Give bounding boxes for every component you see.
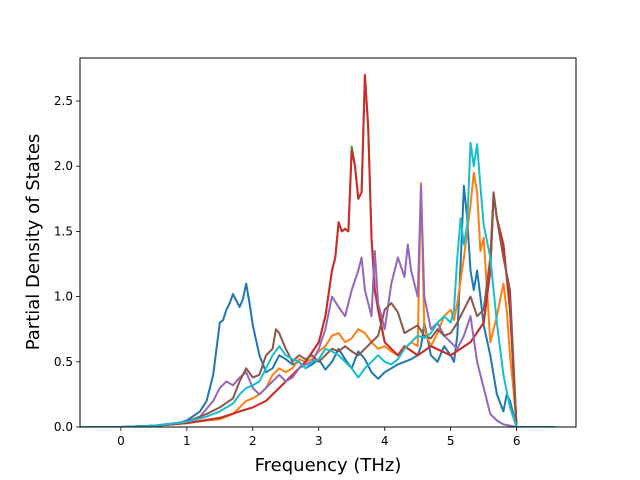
series-line-4	[80, 74, 557, 427]
series-layer	[80, 74, 557, 427]
x-tick-label: 2	[249, 434, 257, 448]
series-line-7	[80, 141, 557, 427]
x-tick-label: 4	[381, 434, 389, 448]
series-line-2	[80, 171, 557, 427]
series-line-5	[80, 184, 557, 427]
y-axis-label: Partial Density of States	[23, 134, 44, 351]
x-axis-label: Frequency (THz)	[255, 455, 402, 476]
y-tick-label: 0.5	[54, 355, 73, 369]
x-tick-label: 0	[117, 434, 125, 448]
x-tick-label: 5	[447, 434, 455, 448]
x-tick-label: 3	[315, 434, 323, 448]
x-tick-label: 6	[513, 434, 521, 448]
y-tick-label: 1.0	[54, 290, 73, 304]
x-tick-label: 1	[183, 434, 191, 448]
y-tick-label: 0.0	[54, 420, 73, 434]
plot-frame	[79, 57, 577, 428]
y-tick-label: 2.0	[54, 159, 73, 173]
y-tick-label: 2.5	[54, 94, 73, 108]
y-axis: 0.0 0.5 1.0 1.5 2.0 2.5	[54, 94, 80, 434]
x-axis: 0 1 2 3 4 5 6	[117, 427, 520, 448]
y-tick-label: 1.5	[54, 224, 73, 238]
series-line-6	[80, 191, 557, 427]
